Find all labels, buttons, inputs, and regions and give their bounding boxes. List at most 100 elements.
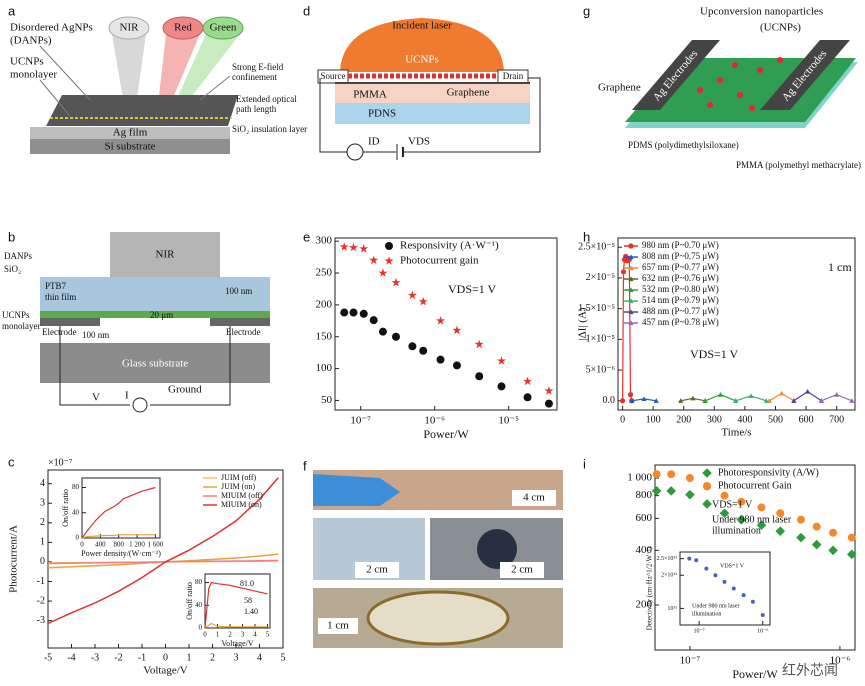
label: DANPs	[4, 251, 33, 261]
marker	[418, 296, 428, 306]
x-tick-label: 4	[257, 652, 262, 663]
legend-label: Responsivity (A·W⁻¹)	[400, 240, 499, 252]
label: ID	[368, 136, 380, 148]
ammeter	[132, 397, 148, 413]
annotation: VDS=1 V	[720, 563, 745, 569]
green-beam	[174, 34, 240, 105]
x-tick-label: -3	[91, 652, 99, 663]
marker	[641, 396, 647, 402]
marker	[818, 398, 824, 403]
marker	[369, 316, 378, 325]
y-tick-label: 80	[195, 578, 203, 586]
legend-label: Photocurrent gain	[400, 255, 479, 267]
y-tick-label: 400	[636, 544, 653, 556]
label: Ground	[168, 384, 202, 396]
label: 20 μm	[150, 310, 173, 320]
panel-d: d Incident laser UCNPs Source Drain PMMA…	[303, 3, 541, 161]
y-tick-label: 80	[72, 483, 80, 491]
x-tick-label: 1	[187, 652, 192, 663]
particles	[697, 57, 783, 111]
legend-label: 808 nm (P~0.75 μW)	[642, 251, 719, 261]
panel-letter: d	[303, 3, 310, 18]
marker	[736, 514, 747, 525]
device	[477, 529, 517, 569]
y-tick-label: 200	[636, 599, 653, 611]
marker	[796, 532, 806, 543]
legend-label: 532 nm (P~0.80 μW)	[642, 284, 719, 294]
marker	[384, 256, 394, 265]
legend-label: 632 nm (P~0.76 μW)	[642, 273, 719, 283]
label: path length	[236, 104, 277, 114]
marker	[763, 398, 769, 403]
green-cone	[202, 16, 244, 40]
label: NIR	[156, 249, 176, 261]
y-tick-label: 0.0	[603, 395, 616, 406]
label: Strong E-field	[232, 62, 284, 72]
y-tick-label: 1×10⁻⁵	[586, 334, 615, 345]
marker	[678, 398, 684, 403]
marker	[828, 545, 838, 556]
y-tick-label: -3	[37, 615, 45, 626]
marker	[619, 398, 626, 404]
marker	[652, 470, 661, 479]
scale-label: 2 cm	[511, 564, 533, 576]
label: Extended optical	[236, 94, 297, 104]
label: Red	[174, 22, 192, 34]
panel-g: g Upconversion nanoparticles (UCNPs) Gra…	[583, 3, 861, 170]
marker	[791, 398, 797, 403]
legend-label: JUIM (on)	[221, 482, 255, 491]
label: PDNS	[368, 108, 396, 120]
marker	[408, 342, 417, 351]
x-tick-label: 0	[203, 631, 207, 639]
pointer	[39, 79, 71, 117]
marker	[378, 327, 387, 336]
label: I	[125, 390, 129, 402]
marker	[391, 277, 401, 287]
label: PTB7	[45, 281, 67, 291]
marker	[475, 372, 484, 381]
x-tick-label: 3	[241, 631, 245, 639]
y-tick-label: 300	[316, 235, 333, 247]
marker	[523, 393, 532, 402]
y-tick-label: 10¹¹	[667, 606, 677, 612]
x-axis-label: Time/s	[721, 427, 751, 439]
x-tick-label: 800	[113, 541, 124, 549]
label: Green	[210, 22, 237, 34]
y-tick-label: 2×10⁻⁵	[586, 272, 615, 283]
ptb7-film	[40, 277, 270, 311]
panel-letter: h	[583, 229, 590, 244]
x-tick-label: 10⁻⁶	[830, 655, 851, 667]
legend-label: 980 nm (P~0.70 μW)	[642, 240, 719, 250]
red-beam	[158, 34, 200, 105]
scale-label: 1 cm	[327, 620, 349, 632]
marker	[687, 556, 692, 561]
scale-box	[500, 562, 544, 578]
wire	[59, 326, 130, 406]
series-line	[47, 477, 279, 625]
pointer	[199, 75, 231, 101]
wire	[150, 326, 231, 406]
marker	[523, 376, 533, 386]
marker	[741, 593, 746, 598]
annotation: 58	[244, 596, 252, 605]
label: PMMA	[353, 89, 387, 101]
marker	[690, 395, 696, 401]
glove	[313, 474, 400, 506]
y-tick-label: 1.5×10⁻⁵	[578, 303, 615, 314]
electrode	[760, 40, 850, 110]
pointer	[39, 45, 91, 101]
panel-f: f 4 cm 2 cm 2 cm 1 cm	[303, 458, 563, 648]
y-tick-label: -1	[37, 576, 45, 587]
annotation: 1 cm	[828, 260, 852, 274]
marker	[452, 325, 462, 335]
marker	[719, 508, 730, 519]
marker	[834, 392, 840, 397]
label: confinement	[232, 72, 277, 82]
y-axis-label: On/off ratio	[185, 582, 194, 620]
x-tick-label: -1	[138, 652, 146, 663]
marker	[385, 242, 393, 250]
marker	[717, 392, 724, 397]
x-axis-label: Power/W	[732, 667, 778, 681]
marker	[627, 392, 634, 398]
